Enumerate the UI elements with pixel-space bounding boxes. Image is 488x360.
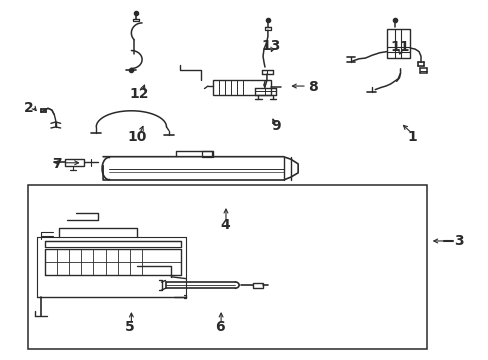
Text: 13: 13	[261, 39, 281, 53]
Bar	[65, 159, 83, 166]
Text: 3: 3	[453, 234, 463, 248]
Bar	[27, 185, 427, 348]
Text: 5: 5	[125, 320, 135, 334]
Text: 1: 1	[407, 130, 417, 144]
Bar	[386, 30, 409, 58]
Text: 8: 8	[307, 80, 317, 94]
Text: 11: 11	[390, 40, 409, 54]
Text: 6: 6	[215, 320, 224, 334]
Bar	[253, 283, 263, 288]
Text: 10: 10	[127, 130, 146, 144]
Text: 4: 4	[220, 218, 229, 232]
Bar	[212, 80, 271, 95]
Text: 7: 7	[52, 157, 61, 171]
Text: 2: 2	[24, 101, 34, 115]
Bar	[201, 151, 212, 157]
Text: 12: 12	[130, 87, 149, 101]
Text: 9: 9	[271, 119, 281, 133]
